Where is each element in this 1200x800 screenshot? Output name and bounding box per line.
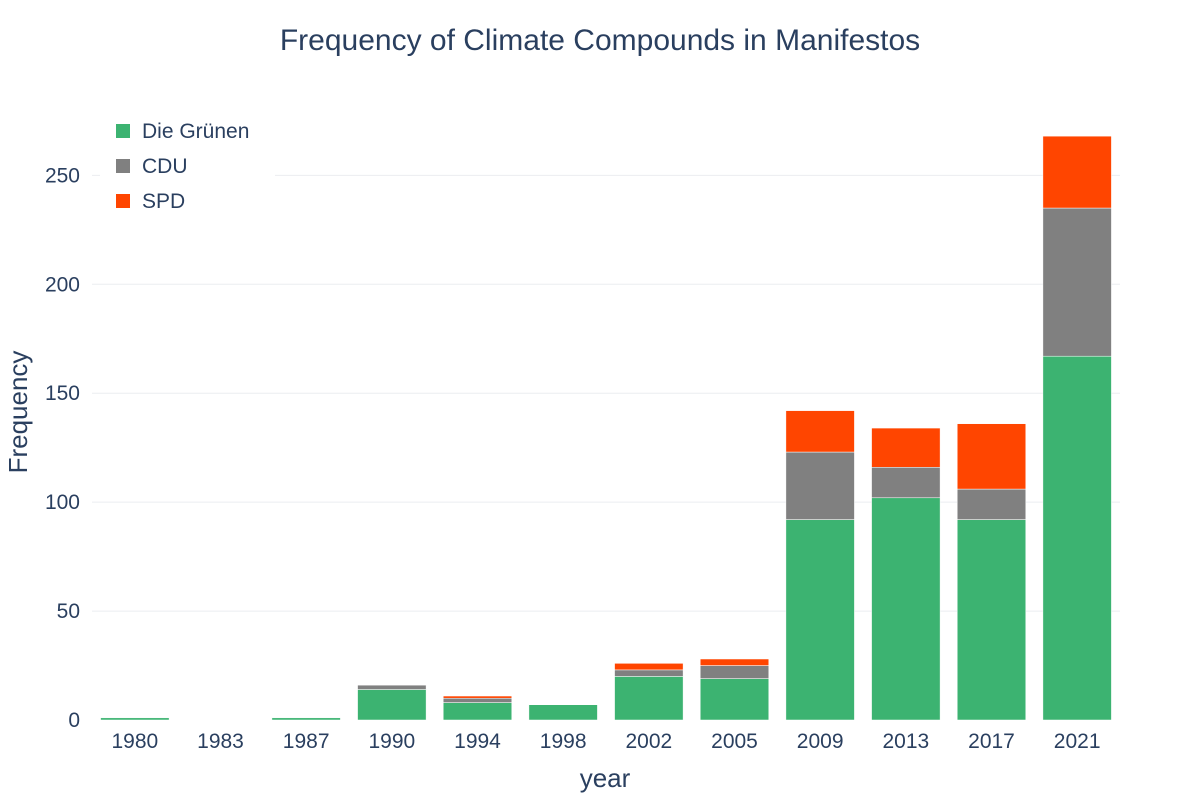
y-axis-ticks: 0 50 100 150 200 250 — [45, 164, 80, 732]
bar-segment — [1042, 135, 1112, 209]
legend-swatch — [116, 159, 130, 173]
bar-segment — [614, 663, 684, 671]
y-tick-label: 250 — [45, 164, 80, 187]
legend: Die Grünen CDU SPD — [100, 112, 275, 224]
y-tick-label: 200 — [45, 273, 80, 296]
x-tick-label: 2002 — [625, 730, 672, 753]
bar-segment — [785, 410, 855, 453]
bar-segment — [699, 658, 770, 666]
bar-segment — [528, 704, 598, 721]
bar-segment — [271, 717, 341, 721]
x-tick-label: 1983 — [197, 730, 244, 753]
x-tick-label: 1990 — [368, 730, 415, 753]
x-tick-label: 2013 — [882, 730, 929, 753]
x-axis-ticks: 1980 1983 1987 1990 1994 1998 2002 2005 2009 2013… — [111, 730, 1100, 753]
x-tick-label: 1980 — [111, 730, 158, 753]
bar-segment — [956, 488, 1027, 520]
bar-segment — [956, 519, 1027, 721]
bar-segment — [699, 678, 770, 721]
y-tick-label: 0 — [68, 709, 80, 732]
y-tick-label: 100 — [45, 491, 80, 514]
legend-swatch — [116, 194, 130, 208]
bar-segment — [357, 689, 427, 721]
y-axis-title: Frequency — [3, 351, 33, 474]
bar-segment — [699, 665, 770, 679]
bar-segment — [100, 717, 170, 721]
legend-label: CDU — [142, 155, 188, 178]
bar-segment — [785, 519, 855, 721]
bars — [100, 135, 1112, 721]
x-tick-label: 1998 — [540, 730, 587, 753]
y-tick-label: 150 — [45, 382, 80, 405]
bar-segment — [442, 695, 513, 699]
x-tick-label: 2017 — [968, 730, 1015, 753]
bar-segment — [871, 497, 941, 721]
legend-label: Die Grünen — [142, 120, 249, 143]
bar-segment — [442, 697, 513, 703]
x-tick-label: 1994 — [454, 730, 501, 753]
bar-segment — [785, 451, 855, 520]
bar-segment — [614, 669, 684, 677]
legend-label: SPD — [142, 190, 185, 213]
bar-segment — [871, 467, 941, 499]
x-tick-label: 2005 — [711, 730, 758, 753]
x-tick-label: 2009 — [797, 730, 844, 753]
bar-segment — [956, 423, 1027, 490]
bar-segment — [442, 702, 513, 721]
bar-segment — [871, 427, 941, 468]
x-axis-title: year — [580, 763, 631, 793]
legend-swatch — [116, 124, 130, 138]
x-tick-label: 1987 — [283, 730, 330, 753]
x-tick-label: 2021 — [1054, 730, 1101, 753]
y-tick-label: 50 — [57, 600, 80, 623]
bar-segment — [1042, 207, 1112, 357]
chart-title: Frequency of Climate Compounds in Manife… — [280, 24, 920, 57]
bar-segment — [357, 684, 427, 690]
bar-segment — [1042, 355, 1112, 721]
bar-segment — [614, 676, 684, 721]
